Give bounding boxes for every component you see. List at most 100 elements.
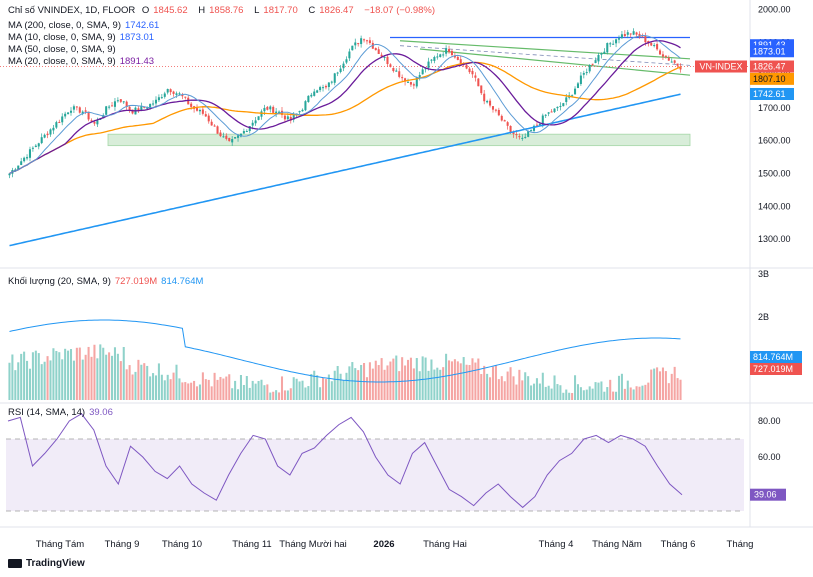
price-legend: Chỉ số VNINDEX, 1D, FLOOR O 1845.62 H 1858… bbox=[8, 5, 439, 17]
volume-bar bbox=[198, 384, 201, 400]
candle-body bbox=[515, 134, 518, 136]
volume-bar bbox=[283, 390, 286, 400]
candle-body bbox=[535, 124, 538, 126]
volume-bar bbox=[527, 376, 530, 400]
volume-bar bbox=[518, 369, 521, 400]
volume-bar bbox=[263, 385, 266, 400]
volume-bar bbox=[477, 358, 480, 400]
candle-body bbox=[532, 125, 536, 131]
close-value: C 1826.47 bbox=[308, 5, 354, 16]
candle-body bbox=[37, 143, 40, 147]
volume-bar bbox=[509, 367, 512, 400]
ma-legend-10[interactable]: MA (10, close, 0, SMA, 9) 1873.01 bbox=[8, 32, 155, 43]
volume-bar bbox=[216, 379, 219, 400]
volume-bar bbox=[327, 374, 330, 400]
volume-bar bbox=[55, 350, 58, 400]
candle-body bbox=[292, 114, 295, 120]
ma-legend-20[interactable]: MA (20, close, 0, SMA, 9) 1891.43 bbox=[8, 56, 155, 67]
volume-bar bbox=[574, 375, 577, 400]
candle-body bbox=[46, 133, 49, 136]
volume-bar bbox=[178, 378, 181, 400]
candle-body bbox=[272, 106, 275, 113]
symbol-price-label bbox=[695, 60, 747, 73]
volume-bar bbox=[348, 366, 351, 400]
volume-bar bbox=[119, 361, 122, 400]
volume-bar bbox=[269, 392, 272, 400]
ma-legend-50[interactable]: MA (50, close, 0, SMA, 9) bbox=[8, 44, 116, 55]
candle-body bbox=[160, 97, 163, 99]
volume-bar bbox=[310, 373, 313, 400]
volume-bar bbox=[374, 360, 377, 400]
candle-body bbox=[61, 116, 64, 123]
candle-body bbox=[28, 149, 32, 158]
volume-bar bbox=[641, 385, 644, 400]
candle-body bbox=[239, 133, 242, 137]
volume-bar bbox=[497, 379, 500, 400]
candle-body bbox=[204, 114, 207, 117]
candle-body bbox=[629, 33, 632, 35]
volume-bar bbox=[146, 365, 149, 400]
volume-bar bbox=[600, 381, 603, 400]
candle-body bbox=[363, 39, 366, 41]
candle-body bbox=[664, 55, 667, 57]
candle-body bbox=[509, 125, 512, 133]
candle-body bbox=[641, 36, 644, 38]
candle-body bbox=[43, 134, 46, 138]
candle-body bbox=[354, 42, 357, 46]
price-tick-label: 1600.00 bbox=[758, 136, 791, 146]
x-tick-label: Tháng Tám bbox=[36, 539, 84, 550]
candle-body bbox=[448, 49, 451, 52]
candle-body bbox=[195, 108, 199, 111]
volume-bar bbox=[500, 376, 503, 400]
candle-body bbox=[137, 108, 140, 111]
candle-body bbox=[360, 38, 363, 45]
volume-bar bbox=[357, 370, 360, 400]
volume-bar bbox=[377, 365, 380, 400]
candle-body bbox=[278, 111, 281, 113]
volume-bar bbox=[471, 358, 474, 400]
volume-bar bbox=[251, 380, 254, 400]
candle-body bbox=[175, 93, 178, 95]
volume-bar bbox=[439, 369, 442, 400]
rsi-legend[interactable]: RSI (14, SMA, 14) 39.06 bbox=[8, 407, 113, 418]
volume-bar bbox=[242, 384, 245, 400]
volume-bar bbox=[368, 362, 371, 400]
candle-body bbox=[609, 43, 612, 45]
tradingview-icon bbox=[8, 559, 22, 568]
volume-bar bbox=[404, 365, 407, 400]
candle-body bbox=[491, 106, 495, 110]
volume-bar bbox=[113, 347, 116, 400]
volume-bar bbox=[163, 380, 166, 400]
candle-body bbox=[439, 54, 442, 58]
candle-body bbox=[146, 107, 149, 109]
volume-label bbox=[750, 363, 802, 375]
candle-body bbox=[143, 106, 146, 108]
candle-body bbox=[632, 31, 635, 35]
candle-body bbox=[541, 115, 544, 125]
volume-bar bbox=[260, 379, 263, 400]
price-tick-label: 1500.00 bbox=[758, 169, 791, 179]
volume-legend[interactable]: Khối lượng (20, SMA, 9) 727.019M 814.764M bbox=[8, 276, 204, 287]
symbol-title[interactable]: Chỉ số VNINDEX, 1D, FLOOR bbox=[8, 5, 136, 16]
volume-bar bbox=[17, 362, 20, 400]
volume-bar bbox=[128, 365, 131, 400]
candle-body bbox=[275, 111, 278, 114]
volume-bar bbox=[14, 370, 17, 400]
candle-body bbox=[562, 103, 565, 107]
ma-legend-200[interactable]: MA (200, close, 0, SMA, 9) 1742.61 bbox=[8, 20, 160, 31]
candle-body bbox=[623, 34, 626, 37]
volume-bar bbox=[342, 380, 345, 400]
volume-bar bbox=[61, 359, 64, 400]
volume-bar bbox=[544, 386, 547, 400]
volume-bar bbox=[436, 367, 439, 400]
x-tick-label: Tháng 9 bbox=[105, 539, 140, 550]
tradingview-logo[interactable]: TradingView bbox=[8, 558, 85, 569]
candle-body bbox=[345, 59, 348, 63]
candle-body bbox=[251, 122, 254, 126]
volume-bar bbox=[632, 389, 635, 400]
candle-body bbox=[96, 119, 99, 125]
candle-body bbox=[131, 109, 134, 114]
candle-body bbox=[339, 68, 342, 73]
high-value: H 1858.76 bbox=[198, 5, 244, 16]
